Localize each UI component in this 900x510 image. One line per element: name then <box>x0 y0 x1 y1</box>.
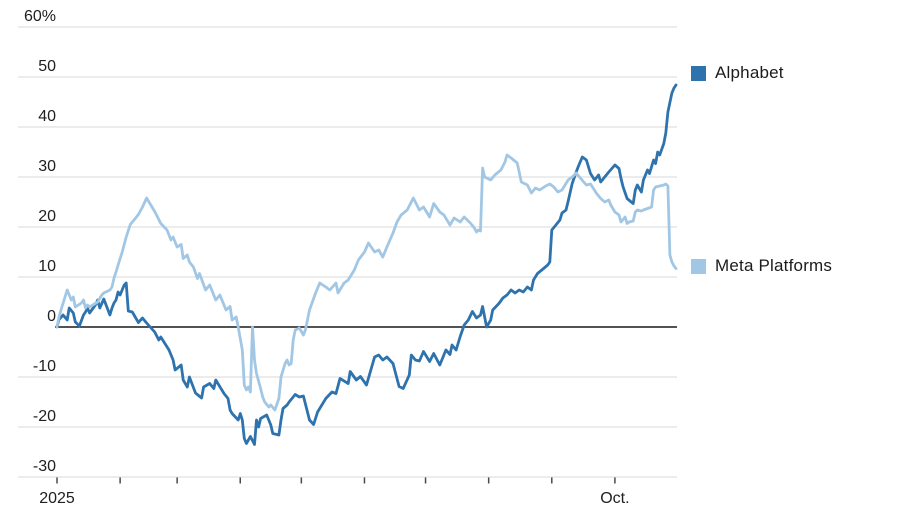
x-tick-label: Oct. <box>600 490 629 507</box>
y-tick-label: 60% <box>24 8 56 25</box>
y-tick-label: -30 <box>33 458 56 475</box>
alphabet-legend-label: Alphabet <box>715 63 784 82</box>
y-tick-label: 50 <box>38 58 56 75</box>
meta-platforms-line <box>55 153 678 412</box>
legend-item-alphabet: Alphabet <box>691 63 784 83</box>
y-tick-label: 10 <box>38 258 56 275</box>
alphabet-line <box>55 83 678 446</box>
legend-item-meta: Meta Platforms <box>691 256 832 276</box>
meta-legend-label: Meta Platforms <box>715 256 833 275</box>
alphabet-legend-swatch <box>691 65 706 81</box>
x-tick-label: 2025 <box>39 490 75 507</box>
y-tick-label: -10 <box>33 358 56 375</box>
y-tick-label: 0 <box>47 308 56 325</box>
y-tick-label: 30 <box>38 158 56 175</box>
y-tick-label: 40 <box>38 108 56 125</box>
meta-legend-swatch <box>691 258 706 274</box>
y-tick-label: -20 <box>33 408 56 425</box>
y-tick-label: 20 <box>38 208 56 225</box>
